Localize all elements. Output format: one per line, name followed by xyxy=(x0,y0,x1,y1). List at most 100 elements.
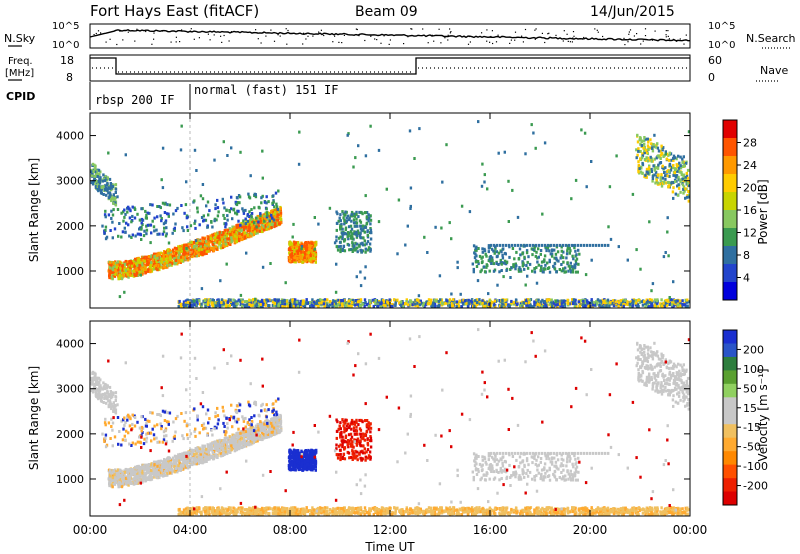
echo-cell xyxy=(384,304,387,308)
echo-cell xyxy=(211,233,214,237)
echo-cell xyxy=(151,258,155,262)
echo-cell xyxy=(417,298,420,302)
echo-cell xyxy=(130,236,133,239)
echo-cell xyxy=(650,301,653,305)
echo-cell xyxy=(201,253,204,257)
echo-cell xyxy=(195,298,198,302)
echo-cell xyxy=(143,229,146,233)
echo-cell xyxy=(359,284,363,288)
echo-cell xyxy=(270,226,273,229)
echo-cell xyxy=(362,227,365,231)
echo-cell xyxy=(283,304,287,308)
echo-cell xyxy=(477,247,480,250)
echo-cell xyxy=(121,230,125,234)
echo-cell xyxy=(682,179,685,183)
echo-cell xyxy=(450,237,453,241)
echo-cell xyxy=(238,201,241,205)
echo-cell xyxy=(590,258,593,262)
echo-cell xyxy=(109,266,112,270)
echo-cell xyxy=(240,225,244,229)
echo-cell xyxy=(247,223,251,227)
echo-cell xyxy=(335,235,338,239)
nsearch-dot xyxy=(582,38,584,40)
echo-cell xyxy=(145,213,148,217)
echo-cell xyxy=(263,214,266,218)
echo-cell xyxy=(279,217,283,221)
echo-cell xyxy=(163,211,167,214)
nsearch-dot xyxy=(562,40,564,42)
echo-cell xyxy=(354,247,357,251)
echo-cell xyxy=(513,301,517,305)
echo-cell xyxy=(123,226,126,230)
echo-cell xyxy=(262,217,265,221)
echo-cell xyxy=(334,304,337,308)
echo-cell xyxy=(556,250,560,254)
echo-cell xyxy=(275,301,278,305)
freq-tick-top: 18 xyxy=(60,54,74,67)
echo-cell xyxy=(367,246,371,250)
echo-cell xyxy=(161,186,165,190)
echo-cell xyxy=(148,223,151,227)
echo-cell xyxy=(173,257,176,261)
echo-cell xyxy=(322,302,326,306)
echo-cell xyxy=(193,148,197,152)
echo-cell xyxy=(653,304,656,308)
echo-cell xyxy=(612,304,616,308)
echo-cell xyxy=(181,226,184,230)
echo-cell xyxy=(199,244,202,248)
echo-cell xyxy=(526,298,530,302)
echo-cell xyxy=(571,265,574,269)
echo-cell xyxy=(632,299,635,303)
echo-cell xyxy=(569,261,572,265)
echo-cell xyxy=(476,279,480,283)
echo-cell xyxy=(180,124,183,128)
echo-cell xyxy=(166,264,169,268)
echo-cell xyxy=(128,273,131,277)
echo-cell xyxy=(323,298,327,302)
nsearch-dot xyxy=(683,43,685,45)
echo-cell xyxy=(497,151,500,155)
echo-cell xyxy=(204,242,207,246)
echo-cell xyxy=(431,305,434,309)
echo-cell xyxy=(653,157,656,161)
echo-cell xyxy=(353,303,357,307)
echo-cell xyxy=(249,301,252,305)
echo-cell xyxy=(636,303,640,306)
echo-cell xyxy=(666,180,670,184)
echo-cell xyxy=(619,299,623,303)
echo-cell xyxy=(364,194,367,198)
echo-cell xyxy=(235,300,239,304)
echo-cell xyxy=(550,252,554,256)
nsearch-dot xyxy=(628,33,630,35)
echo-cell xyxy=(421,301,424,305)
echo-cell xyxy=(138,257,141,261)
echo-cell xyxy=(162,230,166,234)
echo-cell xyxy=(106,187,110,191)
echo-cell xyxy=(197,254,200,258)
echo-cell xyxy=(636,153,639,157)
echo-cell xyxy=(444,301,448,305)
nsearch-dot xyxy=(440,42,442,44)
echo-cell xyxy=(237,227,240,231)
echo-cell xyxy=(548,270,552,274)
echo-cell xyxy=(152,225,156,229)
echo-cell xyxy=(168,261,172,264)
echo-cell xyxy=(445,143,448,147)
echo-cell xyxy=(193,199,196,203)
echo-cell xyxy=(100,190,103,194)
echo-cell xyxy=(647,140,650,144)
echo-cell xyxy=(677,303,680,307)
echo-cell xyxy=(637,160,640,164)
echo-cell xyxy=(440,298,443,302)
echo-cell xyxy=(110,199,113,203)
echo-cell xyxy=(326,298,329,302)
echo-cell xyxy=(177,256,180,260)
echo-cell xyxy=(369,249,372,253)
echo-cell xyxy=(355,212,358,216)
echo-cell xyxy=(230,146,233,150)
echo-cell xyxy=(463,299,467,303)
nsearch-dot xyxy=(97,30,100,32)
echo-cell xyxy=(351,298,355,302)
nsearch-dot xyxy=(534,38,536,40)
echo-cell xyxy=(472,244,476,248)
